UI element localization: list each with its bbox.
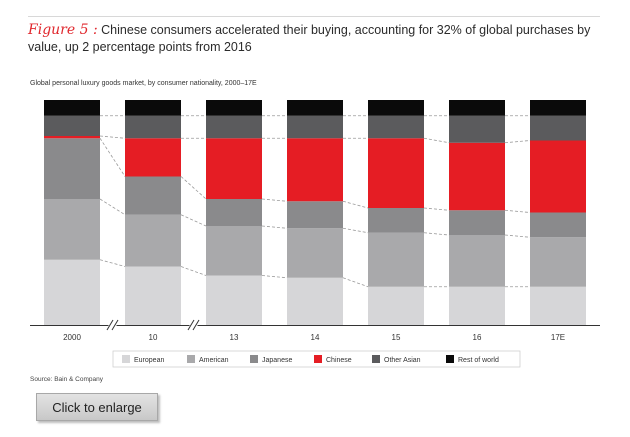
bar-segment-japanese [530,212,586,238]
bar-segment-other-asian [44,115,100,136]
bar-segment-japanese [125,176,181,215]
legend-label: Chinese [326,357,352,364]
bar-segment-rest-of-world [530,100,586,116]
top-rule [28,16,600,17]
source-note: Source: Bain & Company [30,376,103,383]
bar-segment-rest-of-world [449,100,505,116]
legend-swatch [446,355,454,363]
legend-swatch [250,355,258,363]
bar-segment-chinese [44,136,100,139]
legend-label: European [134,357,164,364]
bar-segment-european [530,286,586,325]
x-tick-label: 2000 [63,333,81,342]
bar-segment-european [449,286,505,325]
bar-segment-chinese [287,138,343,202]
connector-line [504,234,531,238]
x-tick-label: 13 [230,333,239,342]
connector-line [504,140,531,144]
connector-line [423,137,450,144]
bar-segment-american [368,232,424,287]
connector-line [423,232,450,236]
bar-segment-rest-of-world [44,100,100,116]
axis-break-gap [189,321,198,329]
axis-break-mark [106,319,114,331]
bar-segment-rest-of-world [287,100,343,116]
axis-break-mark [192,319,200,331]
legend-label: Other Asian [384,357,421,364]
connector-line [99,259,126,267]
connector-line [342,227,369,234]
connector-line [180,176,207,200]
bar-segment-chinese [530,140,586,213]
bar-segment-rest-of-world [206,100,262,116]
axis-break-mark [187,319,195,331]
connector-line [261,275,288,279]
bar-segment-american [125,214,181,267]
bar-segment-american [206,226,262,276]
figure-title: Figure 5 : Chinese consumers accelerated… [28,22,608,56]
bar-segment-european [206,275,262,325]
enlarge-button[interactable]: Click to enlarge [36,393,158,421]
bar-segment-chinese [368,138,424,208]
legend-label: Japanese [262,357,292,364]
legend-swatch [372,355,380,363]
bar-segment-european [44,259,100,325]
bar-segment-other-asian [206,115,262,139]
x-tick-label: 10 [149,333,158,342]
connector-line [99,138,126,177]
bar-segment-japanese [449,210,505,235]
connector-line [261,225,288,229]
chart-subtitle: Global personal luxury goods market, by … [30,80,257,87]
bar-segment-other-asian [449,115,505,143]
connector-line [180,214,207,227]
bar-segment-rest-of-world [368,100,424,116]
bar-segment-other-asian [530,115,586,141]
legend-swatch [314,355,322,363]
connector-line [342,200,369,209]
connector-line [99,198,126,216]
connector-line [342,277,369,288]
bar-segment-european [125,266,181,325]
figure-title-text: Chinese consumers accelerated their buyi… [28,23,591,54]
legend-label: American [199,357,229,364]
bar-segment-chinese [449,142,505,211]
bar-segment-american [44,199,100,260]
axis-break-mark [111,319,119,331]
bar-segment-other-asian [287,115,343,139]
bar-segment-chinese [125,138,181,177]
figure-label: Figure 5 : [28,22,98,38]
legend-label: Rest of world [458,357,499,364]
bar-segment-japanese [44,138,100,199]
legend-swatch [122,355,130,363]
legend-swatch [187,355,195,363]
x-tick-label: 15 [392,333,401,342]
bar-segment-other-asian [368,115,424,139]
connector-line [180,266,207,276]
bar-segment-chinese [206,138,262,199]
bar-segment-rest-of-world [125,100,181,116]
bar-segment-japanese [206,199,262,226]
connector-line [261,198,288,202]
connector-line [423,207,450,211]
bar-segment-american [449,235,505,287]
bar-segment-japanese [287,201,343,229]
x-tick-label: 16 [473,333,482,342]
x-tick-label: 14 [311,333,320,342]
bar-segment-american [287,228,343,278]
bar-segment-european [368,286,424,325]
bar-segment-american [530,237,586,287]
axis-break-gap [108,321,117,329]
bar-segment-other-asian [125,115,181,139]
bar-segment-european [287,277,343,325]
connector-line [99,135,126,139]
x-tick-label: 17E [551,333,565,342]
bar-segment-japanese [368,208,424,233]
connector-line [504,209,531,213]
